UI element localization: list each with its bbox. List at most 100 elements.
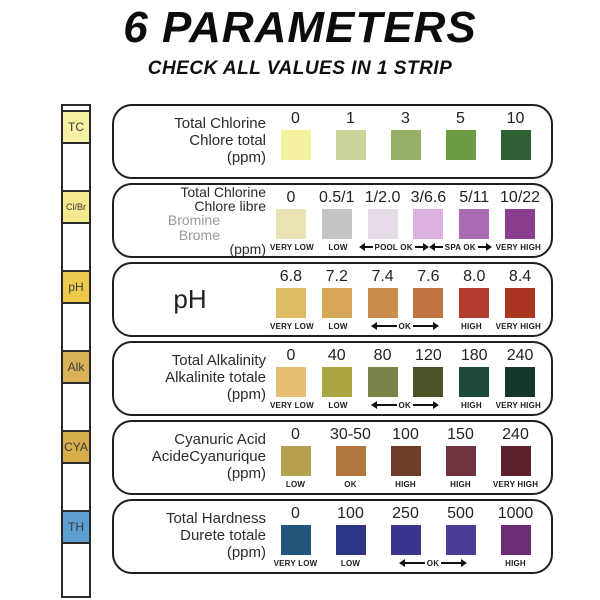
parameter-name-block: Total Chlorine Chlore total (ppm) [114,115,266,167]
value-labels-row: 6.8 7.2 7.4 7.6 8.0 8.4 [268,267,543,286]
swatch-cell [405,208,451,239]
color-swatch-cya-100 [390,445,421,476]
strip-pad-label: TC [68,120,84,134]
parameter-title-line: Chlore total [189,132,266,150]
swatch-columns: 0 30-50 100 150 240 LOW OK HIGH HIGH VERY HIGH [266,425,543,491]
swatch-cell [497,366,543,397]
swatch-cell [451,208,497,239]
strip-pad-ph: pH [61,270,91,304]
status-labels-row: LOW OK HIGH HIGH VERY HIGH [268,478,543,491]
status-label-text: VERY LOW [270,242,314,252]
color-swatch-tc-3 [390,129,421,160]
value-labels-row: 0 1 3 5 10 [268,109,543,128]
arrow-left-icon [358,243,373,251]
value-label: 3/6.6 [410,188,447,206]
parameter-name-block: pH [114,284,266,314]
status-label-text: LOW [328,242,348,252]
value-label: 1/2.0 [364,188,401,206]
swatch-columns: 0 100 250 500 1000 VERY LOW LOW OK HIGH [266,504,543,570]
strip-pad-th: TH [61,510,91,544]
status-label-text: LOW [285,479,306,489]
status-label: OK [323,480,378,489]
swatches-row [268,366,543,397]
status-label: HIGH [488,559,543,568]
strip-pad-cya: CYA [61,430,91,464]
status-label: LOW [268,480,323,489]
parameter-card-tc: Total Chlorine Chlore total (ppm) 0 1 3 5 10 [112,104,553,179]
parameter-card-cya: Cyanuric Acid AcideCyanurique (ppm) 0 30-50 1… [112,420,553,495]
status-label: OK [360,401,449,410]
status-label: VERY HIGH [494,322,543,331]
status-label-text: OK [426,558,440,568]
status-label: HIGH [378,480,433,489]
swatch-cell [360,287,406,318]
color-swatch-cl-br-1-2-0 [367,208,398,239]
parameter-title-line: Cyanuric Acid [174,431,266,449]
swatch-cell [378,129,433,160]
value-label: 240 [506,346,534,364]
parameter-name-block: Total Hardness Durete totale (ppm) [114,510,266,562]
swatch-cell [497,208,543,239]
swatch-cell [378,445,433,476]
status-label-text: VERY HIGH [495,400,542,410]
parameter-cards: Total Chlorine Chlore total (ppm) 0 1 3 5 10 Tot… [112,104,553,578]
strip-pad-label: Alk [67,360,85,374]
color-swatch-th-1000 [500,524,531,555]
value-label: 0 [291,425,300,443]
color-swatch-th-250 [390,524,421,555]
value-label: 30-50 [330,425,371,443]
status-label: LOW [316,322,360,331]
strip-pad-label: Cl/Br [66,202,86,212]
page-title: 6 PARAMETERS [123,3,477,52]
value-label: 5 [456,109,465,127]
swatch-cell [268,366,314,397]
color-swatch-ph-7-2 [321,287,352,318]
value-labels-row: 0 30-50 100 150 240 [268,425,543,444]
value-label: 240 [502,425,529,443]
color-swatch-th-500 [445,524,476,555]
status-label-text: POOL OK [374,242,413,252]
swatch-cell [268,208,314,239]
color-swatch-cl-br-0-5-1 [321,208,352,239]
swatches-row [268,208,543,239]
value-labels-row: 0 100 250 500 1000 [268,504,543,523]
color-swatch-cya-150 [445,445,476,476]
color-swatch-alk-40 [321,366,352,397]
color-swatch-cya-30-50 [335,445,366,476]
status-label-text: OK [398,321,411,331]
strip-pad-label: TH [68,520,84,534]
parameter-card-cl-br: Total Chlorine Chlore libre Bromine Brome (p… [112,183,553,258]
swatch-cell [433,129,488,160]
strip-pad-tc: TC [61,110,91,144]
status-labels-row: VERY LOW LOW OK HIGH VERY HIGH [268,320,543,333]
parameter-title-line: Brome [178,226,220,243]
parameter-card-th: Total Hardness Durete totale (ppm) 0 100 250 5… [112,499,553,574]
status-label: OK [360,322,449,331]
parameter-title-line: Bromine [167,212,220,229]
strip-pad-label: CYA [64,440,88,454]
color-swatch-cl-br-0 [275,208,306,239]
parameter-title-line: Chlore libre [194,198,266,215]
value-labels-row: 0 40 80 120 180 240 [268,346,543,365]
status-label-text: HIGH [505,558,526,568]
status-label-text: OK [344,479,357,489]
status-label-text: HIGH [461,400,482,410]
parameter-title-line: (ppm) [229,240,266,257]
swatch-cell [323,524,378,555]
value-label: 180 [460,346,488,364]
parameter-name-block: Total Chlorine Chlore libre Bromine Brome (p… [114,185,266,257]
value-label: 10 [506,109,525,127]
parameter-name-block: Total Alkalinity Alkalinite totale (ppm) [114,352,266,404]
status-label-text: VERY LOW [270,400,314,410]
status-labels-row: VERY LOW LOW OK HIGH VERY HIGH [268,399,543,412]
parameter-title-line: Alkalinite totale [165,369,266,387]
status-label-text: OK [398,400,411,410]
value-label: 6.8 [279,267,303,285]
arrow-left-icon [370,322,397,330]
value-label: 0 [291,504,300,522]
status-labels-row [268,162,543,175]
swatch-cell [488,445,543,476]
status-label: LOW [323,559,378,568]
swatch-cell [378,524,433,555]
strip-pad-label: pH [68,280,84,294]
